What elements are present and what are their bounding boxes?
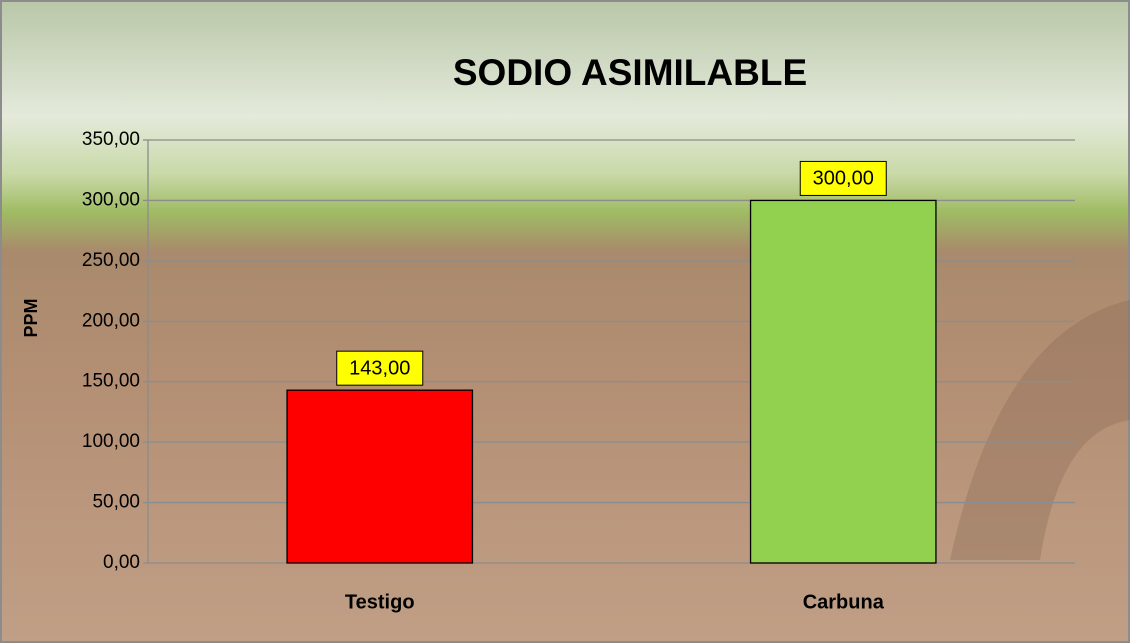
chart: SODIO ASIMILABLE PPM 0,00 50,00 100,00 150,… [0, 0, 1130, 643]
value-label: 143,00 [349, 357, 410, 379]
chart-title: SODIO ASIMILABLE [453, 52, 807, 93]
x-tick-label: Testigo [345, 591, 415, 613]
y-tick-label: 0,00 [103, 552, 140, 573]
value-label: 300,00 [813, 168, 874, 190]
y-axis-label: PPM [21, 298, 41, 337]
y-tick-label: 200,00 [82, 310, 140, 331]
y-tick-label: 250,00 [82, 250, 140, 271]
y-tick-label: 50,00 [92, 492, 140, 513]
y-tick-label: 100,00 [82, 431, 140, 452]
x-tick-label: Carbuna [803, 591, 885, 613]
bar [287, 390, 472, 563]
bar [751, 200, 936, 563]
y-tick-label: 350,00 [82, 129, 140, 150]
y-tick-label: 150,00 [82, 371, 140, 392]
y-tick-label: 300,00 [82, 189, 140, 210]
